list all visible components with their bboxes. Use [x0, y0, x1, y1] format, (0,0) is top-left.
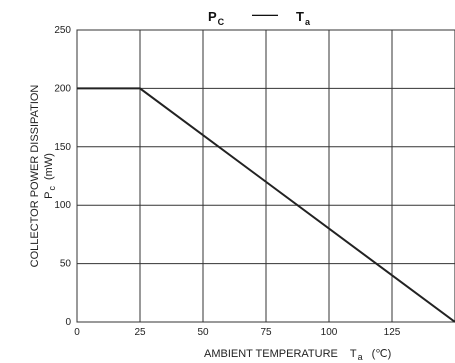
y-tick-label: 250 [54, 25, 71, 36]
x-tick-label: 0 [74, 327, 80, 338]
y-tick-label: 0 [65, 317, 71, 328]
y-axis-label-line1: COLLECTOR POWER DISSIPATION [29, 85, 41, 268]
series-line [77, 87, 455, 323]
y-axis-label: COLLECTOR POWER DISSIPATION Pc(mW) [29, 85, 57, 268]
x-tick-label: 50 [197, 327, 209, 338]
y-tick-label: 200 [54, 83, 71, 94]
y-tick-label: 50 [60, 259, 72, 270]
chart-title-right: Ta [296, 9, 311, 27]
y-ticks: 0 50 100 150 200 250 [54, 25, 71, 328]
grid [76, 29, 455, 323]
x-ticks: 0 25 50 75 100 125 [74, 327, 401, 338]
x-tick-label: 125 [384, 327, 401, 338]
y-tick-label: 100 [54, 200, 71, 211]
y-axis-label-line2: Pc(mW) [43, 153, 57, 199]
series-group [77, 87, 455, 323]
x-tick-label: 100 [321, 327, 338, 338]
x-tick-label: 25 [134, 327, 146, 338]
chart-title-left: PC [208, 9, 225, 27]
x-tick-label: 75 [260, 327, 272, 338]
chart-title-dash: —— [252, 7, 278, 22]
y-tick-label: 150 [54, 142, 71, 153]
x-axis-label: AMBIENT TEMPERATURE Ta (℃) [204, 348, 391, 362]
